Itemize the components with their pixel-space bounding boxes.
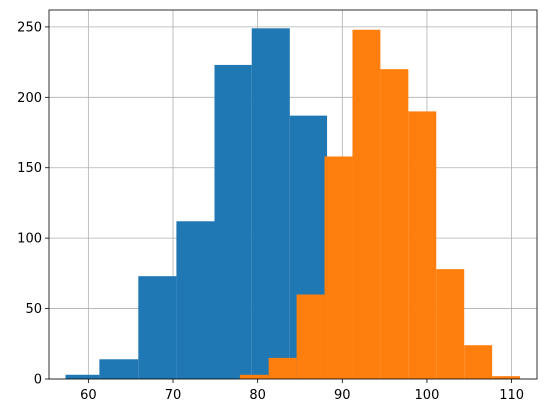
histogram-bar-series-2 [380, 69, 409, 379]
x-tick-label: 90 [334, 388, 351, 403]
histogram-bar-series-2 [492, 376, 521, 379]
y-tick-label: 150 [17, 161, 42, 176]
y-tick-label: 50 [25, 302, 42, 317]
histogram-bar-series-2 [324, 156, 353, 379]
y-tick-label: 100 [17, 232, 42, 247]
histogram-bar-series-1 [251, 28, 290, 379]
x-tick-label: 110 [499, 388, 524, 403]
x-tick-label: 60 [80, 388, 97, 403]
x-tick-label: 80 [249, 388, 266, 403]
y-tick-label: 200 [17, 91, 42, 106]
histogram-bar-series-2 [296, 294, 325, 379]
y-tick-label: 250 [17, 20, 42, 35]
histogram-bars [65, 28, 521, 380]
histogram-bar-series-1 [176, 221, 215, 379]
axis-ticks [45, 26, 513, 383]
histogram-bar-series-1 [65, 374, 100, 379]
histogram-bar-series-2 [239, 374, 269, 379]
plot-frame [48, 9, 538, 380]
histogram-bar-series-2 [464, 345, 493, 379]
tick-labels: 60 70 80 90 100 110 0 50 100 150 200 250 [17, 20, 524, 403]
x-tick-label: 70 [165, 388, 182, 403]
histogram-bar-series-1 [214, 64, 252, 379]
y-tick-label: 0 [34, 373, 42, 388]
histogram-bar-series-2 [436, 269, 465, 379]
histogram-bar-series-2 [352, 29, 381, 379]
histogram-bar-series-1 [99, 359, 139, 379]
histogram-bar-series-2 [408, 111, 437, 380]
histogram-bar-series-2 [268, 357, 297, 379]
histogram-bar-series-1 [138, 276, 177, 379]
x-tick-label: 100 [415, 388, 440, 403]
